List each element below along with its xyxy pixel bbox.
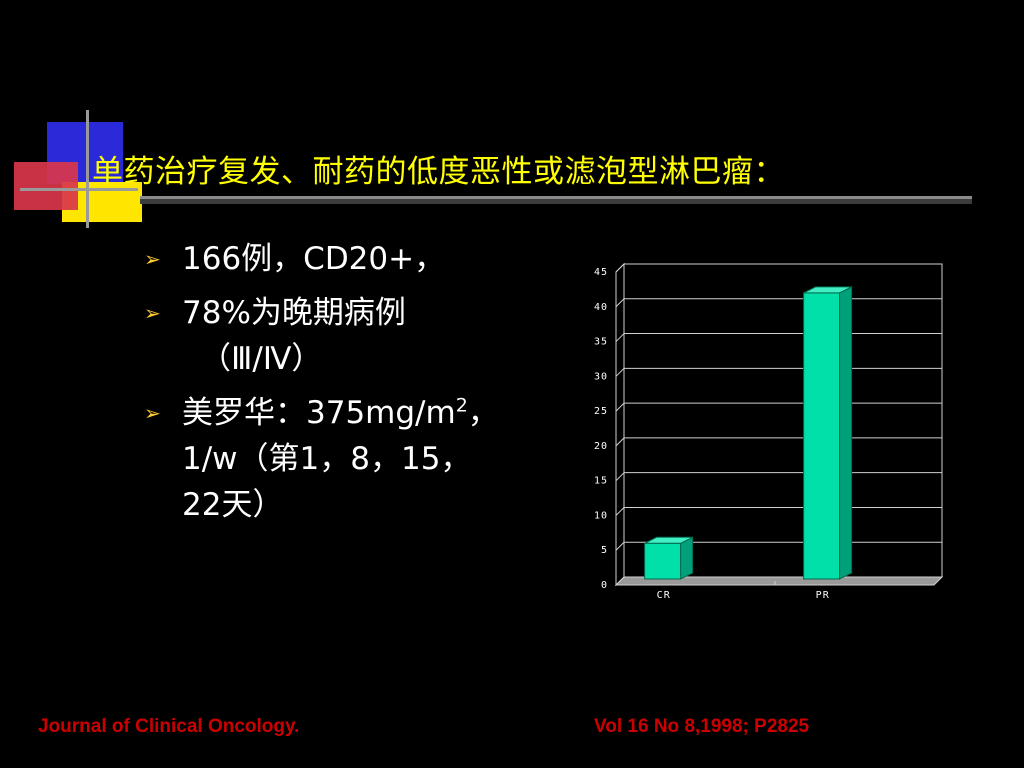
- plot-floor: [614, 576, 944, 586]
- decor-red-square: [14, 162, 78, 210]
- y-gridline-side: [615, 298, 625, 308]
- y-tick-label: 20: [594, 441, 608, 452]
- bullet-item: ➢ 美罗华：375mg/m2， 1/w（第1，8，15， 22天）: [144, 390, 564, 528]
- plot-side-wall: [615, 262, 625, 587]
- y-tick-label: 5: [601, 545, 608, 556]
- y-gridline-side: [615, 507, 625, 516]
- footer-citation: Vol 16 No 8,1998; P2825: [594, 716, 810, 737]
- y-gridline-side: [615, 541, 625, 551]
- plot-back-wall: [623, 263, 943, 578]
- bar-top-cr: [644, 536, 693, 544]
- y-tick-label: 45: [594, 267, 608, 278]
- bullet-item: ➢ 78%为晚期病例 （Ⅲ/Ⅳ）: [144, 290, 564, 382]
- dose-superscript: 2: [455, 394, 468, 417]
- x-tick-label: PR: [816, 590, 830, 601]
- chevron-right-icon: ➢: [144, 301, 161, 325]
- y-tick-label: 25: [594, 406, 608, 417]
- y-tick-label: 0: [601, 580, 608, 591]
- bullet-text: 78%为晚期病例: [182, 295, 406, 331]
- bullet-item: ➢ 166例，CD20+，: [144, 236, 564, 282]
- bullet-text: 美罗华：375mg/m2，: [182, 390, 564, 436]
- bar-chart: 0 5 10 15 20 25 30 35 40 45 CR PR: [594, 262, 944, 601]
- bullet-text-continued: 22天）: [182, 487, 284, 523]
- y-tick-label: 10: [594, 510, 608, 521]
- dose-punct: ，: [467, 395, 499, 431]
- y-tick-label: 30: [594, 371, 608, 382]
- bar-cr: [644, 542, 682, 580]
- y-gridline-side: [615, 263, 625, 273]
- bar-top-pr: [803, 286, 852, 294]
- footer-journal: Journal of Clinical Oncology.: [38, 716, 300, 737]
- bullet-text-continued: 1/w（第1，8，15，: [182, 441, 472, 477]
- title-divider-light: [140, 196, 972, 199]
- chevron-right-icon: ➢: [144, 401, 161, 425]
- bar-side-pr: [839, 286, 853, 580]
- y-tick-label: 35: [594, 337, 608, 348]
- bar-side-cr: [680, 536, 694, 580]
- decor-vertical-line: [86, 110, 89, 228]
- bullet-text-continued: （Ⅲ/Ⅳ）: [200, 341, 323, 377]
- bullet-list: ➢ 166例，CD20+， ➢ 78%为晚期病例 （Ⅲ/Ⅳ） ➢ 美罗华：375…: [144, 236, 564, 536]
- bar-pr: [803, 292, 841, 580]
- slide-title: 单药治疗复发、耐药的低度恶性或滤泡型淋巴瘤：: [92, 154, 785, 190]
- chevron-right-icon: ➢: [144, 247, 161, 271]
- x-tick-label: CR: [657, 590, 671, 601]
- title-divider-dark: [140, 199, 972, 204]
- dose-text: 美罗华：375mg/m: [182, 395, 456, 431]
- y-gridline-side: [615, 402, 625, 412]
- y-tick-label: 40: [594, 302, 608, 313]
- y-gridline-side: [615, 333, 625, 342]
- y-gridline-side: [615, 472, 625, 482]
- y-tick-label: 15: [594, 476, 608, 487]
- y-gridline-side: [615, 437, 625, 447]
- y-gridline-side: [615, 367, 625, 377]
- decor-horizontal-line: [20, 188, 138, 191]
- bullet-text: 166例，CD20+，: [182, 241, 446, 277]
